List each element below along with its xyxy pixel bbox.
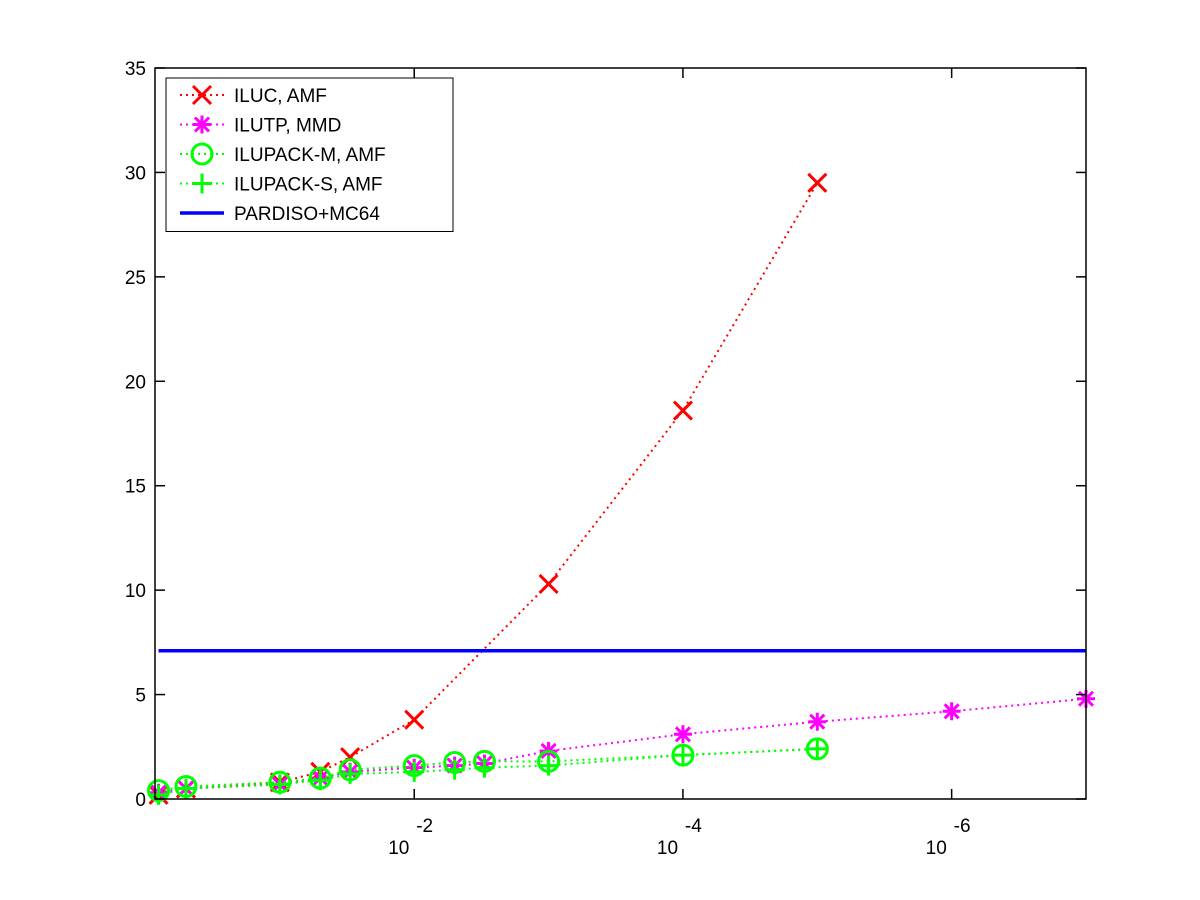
axes-layer: 0 5 10 15 20 25 30 35 10 -2 10 -4 10 -6 (125, 59, 1087, 859)
series-4-point-7 (444, 759, 465, 780)
legend-entry: ILUTP, MMD (180, 115, 341, 137)
y-tick-label: 10 (125, 581, 146, 602)
y-tick-label: 15 (125, 477, 146, 498)
series-1-point-7 (538, 573, 559, 594)
series-4-point-5 (340, 763, 361, 784)
x-tick-label-base: 10 (388, 838, 409, 859)
series-2-point-11 (808, 712, 827, 731)
legend-label: ILUPACK-S, AMF (234, 175, 383, 196)
y-tick-label: 20 (125, 372, 146, 393)
series-4-point-1 (148, 784, 169, 805)
legend-label: ILUTP, MMD (234, 116, 341, 137)
legend-box (165, 77, 454, 232)
legend-entry: PARDISO+MC64 (180, 204, 380, 225)
series-4-point-6 (404, 761, 425, 782)
x-tick-label-base: 10 (657, 838, 678, 859)
legend-label: PARDISO+MC64 (234, 204, 380, 225)
series-2-point-10 (673, 725, 692, 744)
legend-entry: ILUC, AMF (180, 84, 327, 107)
series-4-point-8 (474, 757, 495, 778)
y-tick-label: 35 (125, 59, 146, 80)
legend-label: ILUC, AMF (234, 86, 327, 107)
x-tick-label-base: 10 (926, 838, 947, 859)
legend-marker (193, 115, 211, 134)
series-1-point-8 (672, 400, 693, 421)
legend-entry: ILUPACK-S, AMF (180, 173, 383, 196)
series-3-line (158, 747, 818, 792)
series-2-point-12 (942, 702, 961, 721)
series-1-point-6 (404, 709, 425, 730)
series-4-point-3 (269, 774, 290, 795)
series-4 (148, 738, 828, 805)
x-tick-label-exponent: -6 (954, 816, 971, 837)
y-tick-label: 25 (125, 268, 146, 289)
legend-marker (191, 84, 213, 106)
legend-label: ILUPACK-M, AMF (234, 145, 386, 166)
series-4-point-10 (672, 745, 693, 766)
x-tick-label-exponent: -4 (685, 816, 702, 837)
series-4-point-9 (538, 755, 559, 776)
x-tick-label-exponent: -2 (416, 816, 433, 837)
y-tick-label: 5 (135, 686, 146, 707)
legend-entry: ILUPACK-M, AMF (180, 142, 386, 166)
series-layer (147, 172, 1095, 805)
series-4-point-11 (807, 738, 828, 759)
series-4-line (158, 747, 818, 796)
y-tick-label: 30 (125, 163, 146, 184)
axes-frame (154, 67, 1087, 800)
legend-marker (192, 173, 212, 194)
y-tick-label: 0 (135, 790, 146, 811)
legend: ILUC, AMF ILUTP, MMD ILUPACK-M, AMF ILUPACK… (165, 77, 454, 232)
series-1-point-9 (807, 172, 828, 193)
legend-marker (190, 142, 214, 166)
series-4-point-4 (310, 770, 331, 791)
series-4-point-2 (175, 778, 196, 799)
